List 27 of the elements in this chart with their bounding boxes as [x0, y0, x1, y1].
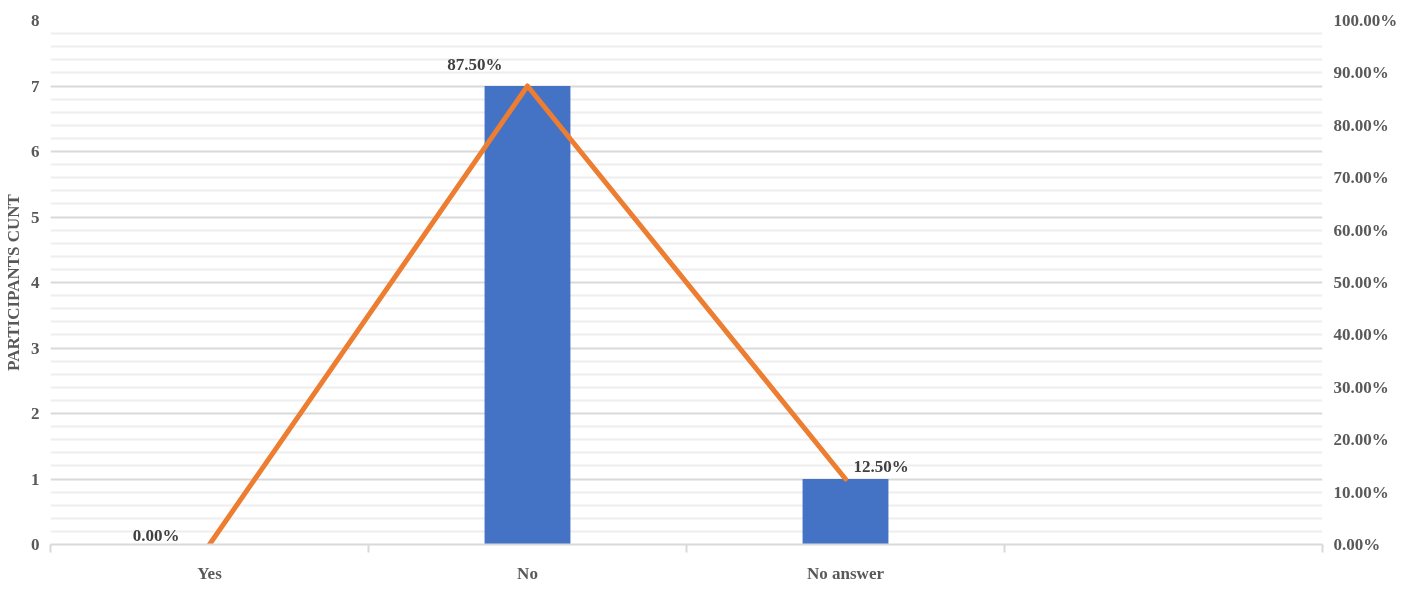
y-axis-title: PARTICIPANTS CUNT [4, 193, 23, 371]
y-tick-label: 2 [31, 404, 40, 423]
y-tick-label: 8 [31, 11, 40, 30]
data-label: 12.50% [853, 457, 909, 476]
y2-tick-label: 80.00% [1333, 115, 1389, 135]
y-tick-label: 5 [31, 207, 40, 227]
x-tick-label: No [517, 563, 538, 583]
y2-tick-label: 10.00% [1333, 482, 1389, 502]
y2-tick-label: 30.00% [1333, 377, 1389, 397]
y-tick-label: 0 [31, 535, 40, 554]
y-tick-label: 3 [31, 338, 40, 358]
y2-tick-label: 70.00% [1333, 168, 1389, 188]
y-tick-label: 6 [31, 142, 40, 161]
x-tick-label: Yes [197, 563, 223, 583]
data-label: 87.50% [447, 55, 503, 74]
y2-tick-label: 90.00% [1333, 63, 1389, 83]
y2-tick-label: 60.00% [1333, 220, 1389, 240]
y2-tick-label: 20.00% [1333, 430, 1389, 450]
y-tick-label: 4 [31, 273, 40, 292]
y2-tick-label: 100.00% [1333, 11, 1398, 30]
y2-tick-label: 40.00% [1333, 325, 1389, 345]
y-tick-label: 7 [31, 76, 40, 96]
y-tick-label: 1 [31, 469, 40, 489]
y2-tick-label: 0.00% [1333, 535, 1381, 554]
data-label: 0.00% [132, 525, 180, 545]
x-tick-label: No answer [807, 563, 885, 583]
y2-tick-label: 50.00% [1333, 273, 1389, 292]
